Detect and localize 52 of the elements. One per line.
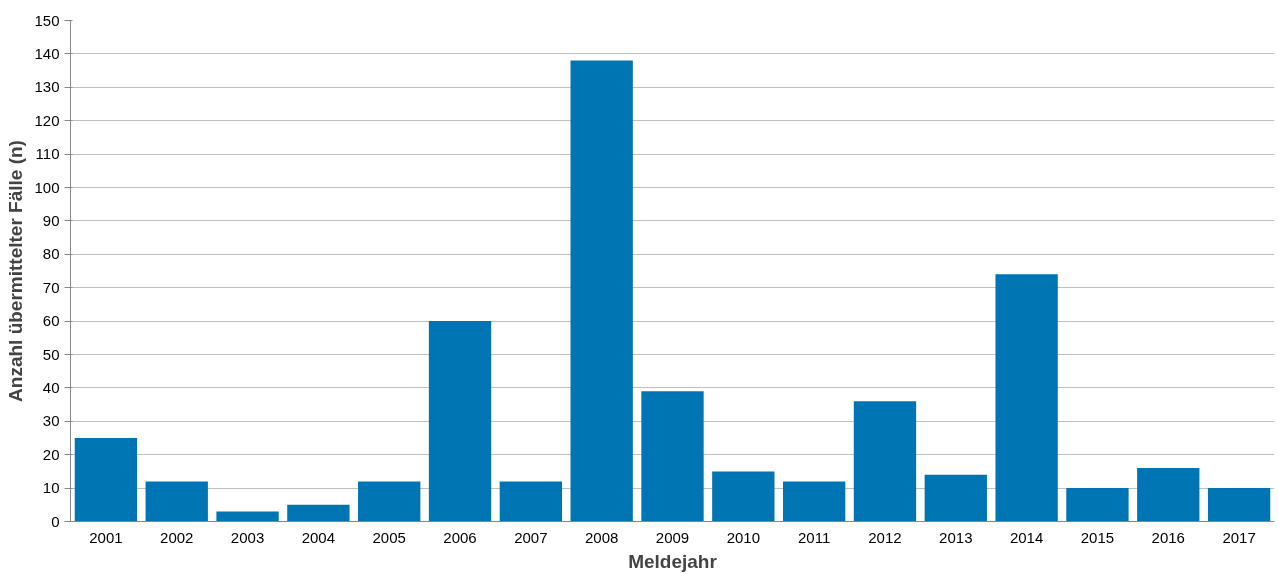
- y-tick-label: 80: [42, 245, 60, 263]
- x-tick-label: 2007: [514, 528, 548, 546]
- bar: [74, 438, 138, 522]
- x-tick-label: 2010: [726, 528, 761, 546]
- x-tick-label: 2004: [301, 528, 336, 546]
- bar: [428, 321, 492, 522]
- bar: [358, 481, 421, 522]
- bar: [1066, 488, 1129, 522]
- x-tick-label: 2011: [798, 528, 831, 546]
- x-tick-label: 2016: [1151, 528, 1185, 546]
- bar: [712, 471, 775, 522]
- x-tick-label: 2005: [372, 528, 406, 546]
- y-tick-label: 30: [42, 412, 60, 430]
- y-tick-label: 10: [42, 479, 60, 497]
- bar: [570, 60, 633, 522]
- bar: [1207, 488, 1271, 522]
- x-tick-label: 2001: [89, 528, 123, 546]
- y-tick-label: 100: [34, 178, 60, 196]
- y-tick-label: 20: [42, 445, 60, 463]
- x-tick-label: 2012: [868, 528, 902, 546]
- bar: [924, 474, 987, 522]
- x-tick-label: 2014: [1009, 528, 1044, 546]
- y-tick-label: 110: [35, 145, 60, 163]
- bar: [782, 481, 846, 522]
- bar: [145, 481, 208, 522]
- y-tick-label: 0: [51, 512, 60, 530]
- y-tick-label: 70: [42, 278, 60, 296]
- x-tick-label: 2015: [1080, 528, 1115, 546]
- x-tick-label: 2013: [939, 528, 973, 546]
- bar: [499, 481, 563, 522]
- y-axis-title: Anzahl übermittelter Fälle (n): [5, 140, 27, 402]
- bar: [641, 391, 704, 522]
- x-tick-label: 2008: [584, 528, 619, 546]
- bar: [995, 274, 1058, 522]
- y-tick-label: 60: [42, 312, 60, 330]
- x-tick-label: 2006: [443, 528, 477, 546]
- y-tick-label: 130: [34, 78, 60, 96]
- bar: [287, 504, 350, 522]
- x-axis-title: Meldejahr: [628, 550, 718, 572]
- x-tick-label: 2002: [160, 528, 194, 546]
- y-tick-label: 140: [34, 44, 60, 62]
- x-tick-label: 2003: [230, 528, 265, 546]
- bar: [216, 511, 279, 522]
- y-tick-label: 150: [34, 11, 60, 29]
- x-tick-label: 2017: [1222, 528, 1256, 546]
- y-tick-label: 90: [42, 211, 60, 229]
- bar: [1137, 468, 1200, 522]
- x-tick-label: 2009: [655, 528, 690, 546]
- y-tick-label: 40: [42, 378, 60, 396]
- y-tick-label: 50: [42, 345, 60, 363]
- y-tick-label: 120: [34, 111, 60, 129]
- bar: [853, 401, 917, 522]
